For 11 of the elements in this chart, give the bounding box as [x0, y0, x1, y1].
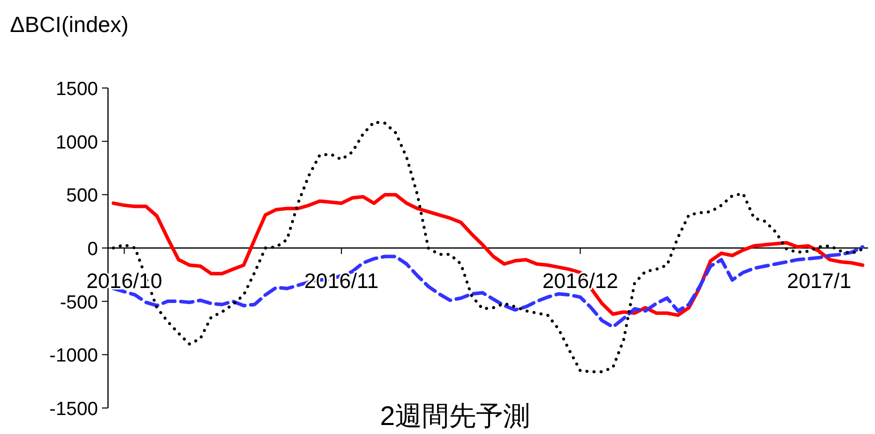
text: 2週間先予測 — [380, 401, 530, 431]
y-tick-label: 500 — [66, 186, 98, 207]
y-tick-label: 0 — [87, 239, 98, 260]
y-tick-label: -1000 — [49, 346, 98, 367]
y-tick-label: -500 — [60, 292, 98, 314]
y-tick-label: 1500 — [56, 79, 98, 100]
y-axis-title: ΔBCI(index) — [10, 12, 129, 37]
y-tick-label: 1000 — [56, 132, 98, 154]
x-tick-label: 2017/1 — [787, 270, 852, 293]
y-tick-label: -1500 — [49, 399, 98, 420]
x-tick-label: 2016/11 — [304, 270, 379, 293]
